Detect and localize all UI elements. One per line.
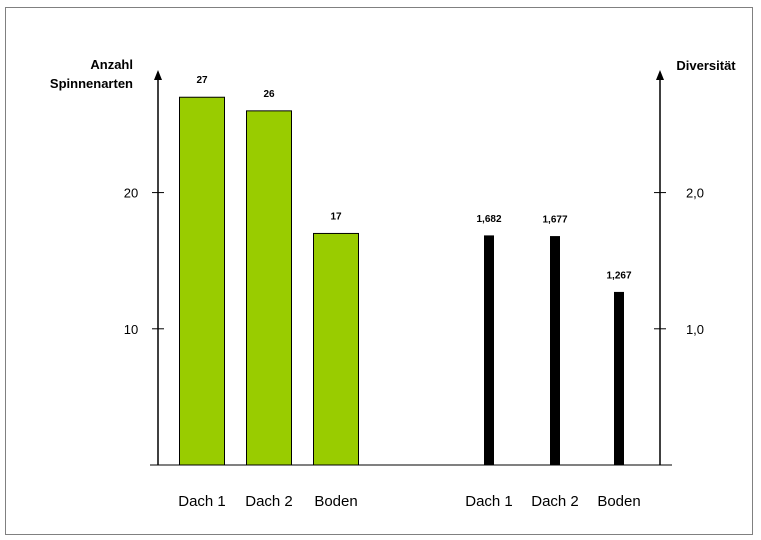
species-y-tick-label: 20 [124,186,138,201]
right-y-axis-arrow [656,70,664,80]
left-axis-title-line-2: Spinnenarten [50,76,133,91]
species-category-label: Boden [314,493,357,510]
diversity-bar [484,235,494,466]
species-bar-value-label: 27 [196,75,208,86]
diversity-bar-value-label: 1,267 [606,270,631,281]
species-bar-value-label: 26 [263,89,275,100]
diversity-bar [614,291,624,466]
diversity-category-label: Dach 1 [465,493,513,510]
diversity-y-tick-label: 1,0 [686,322,704,337]
diversity-bar [550,236,560,466]
diversity-category-label: Dach 2 [531,493,579,510]
species-y-tick-label: 10 [124,322,138,337]
diversity-y-tick-label: 2,0 [686,186,704,201]
species-bar [246,110,292,466]
species-category-label: Dach 1 [178,493,226,510]
right-axis-title: Diversität [676,58,736,73]
species-bar [179,96,225,466]
diversity-bar-value-label: 1,677 [542,215,567,226]
chart-frame [5,7,753,535]
left-y-axis-arrow [154,70,162,80]
left-axis-title-line-1: Anzahl [90,57,133,72]
species-category-label: Dach 2 [245,493,293,510]
species-bar-value-label: 17 [330,211,342,222]
species-bar [313,232,359,466]
diversity-category-label: Boden [597,493,640,510]
diversity-bar-value-label: 1,682 [476,214,501,225]
